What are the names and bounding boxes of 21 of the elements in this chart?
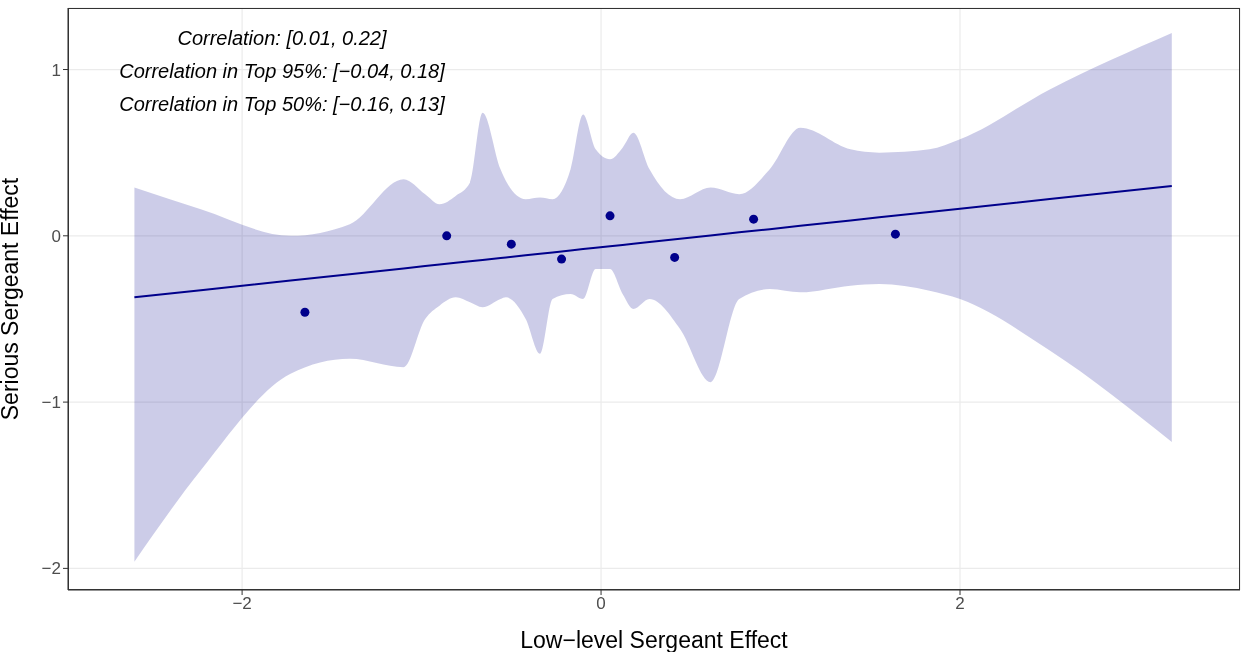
- y-tick-label: −2: [41, 559, 61, 579]
- annotation: Correlation in Top 95%: [−0.04, 0.18]: [118, 59, 446, 84]
- x-tick-label: −2: [232, 594, 252, 614]
- x-tick-label: 0: [596, 594, 606, 614]
- point: [890, 229, 900, 239]
- point: [442, 231, 452, 241]
- point: [605, 211, 615, 221]
- annotation: Correlation in Top 50%: [−0.16, 0.13]: [118, 92, 446, 117]
- y-tick-label: −1: [41, 393, 61, 413]
- x-axis-title: Low−level Sergeant Effect: [520, 627, 789, 652]
- y-tick-label: 1: [51, 60, 61, 80]
- x-tick-label: 2: [955, 594, 965, 614]
- point: [670, 252, 680, 262]
- point: [749, 214, 759, 224]
- point: [300, 307, 310, 317]
- line-series: [133, 184, 1173, 299]
- y-tick-label: 0: [51, 226, 61, 246]
- annotation: Correlation: [0.01, 0.22]: [176, 26, 388, 51]
- y-axis-title: Serious Sergeant Effect: [0, 177, 24, 421]
- point: [506, 239, 516, 249]
- point: [557, 254, 567, 264]
